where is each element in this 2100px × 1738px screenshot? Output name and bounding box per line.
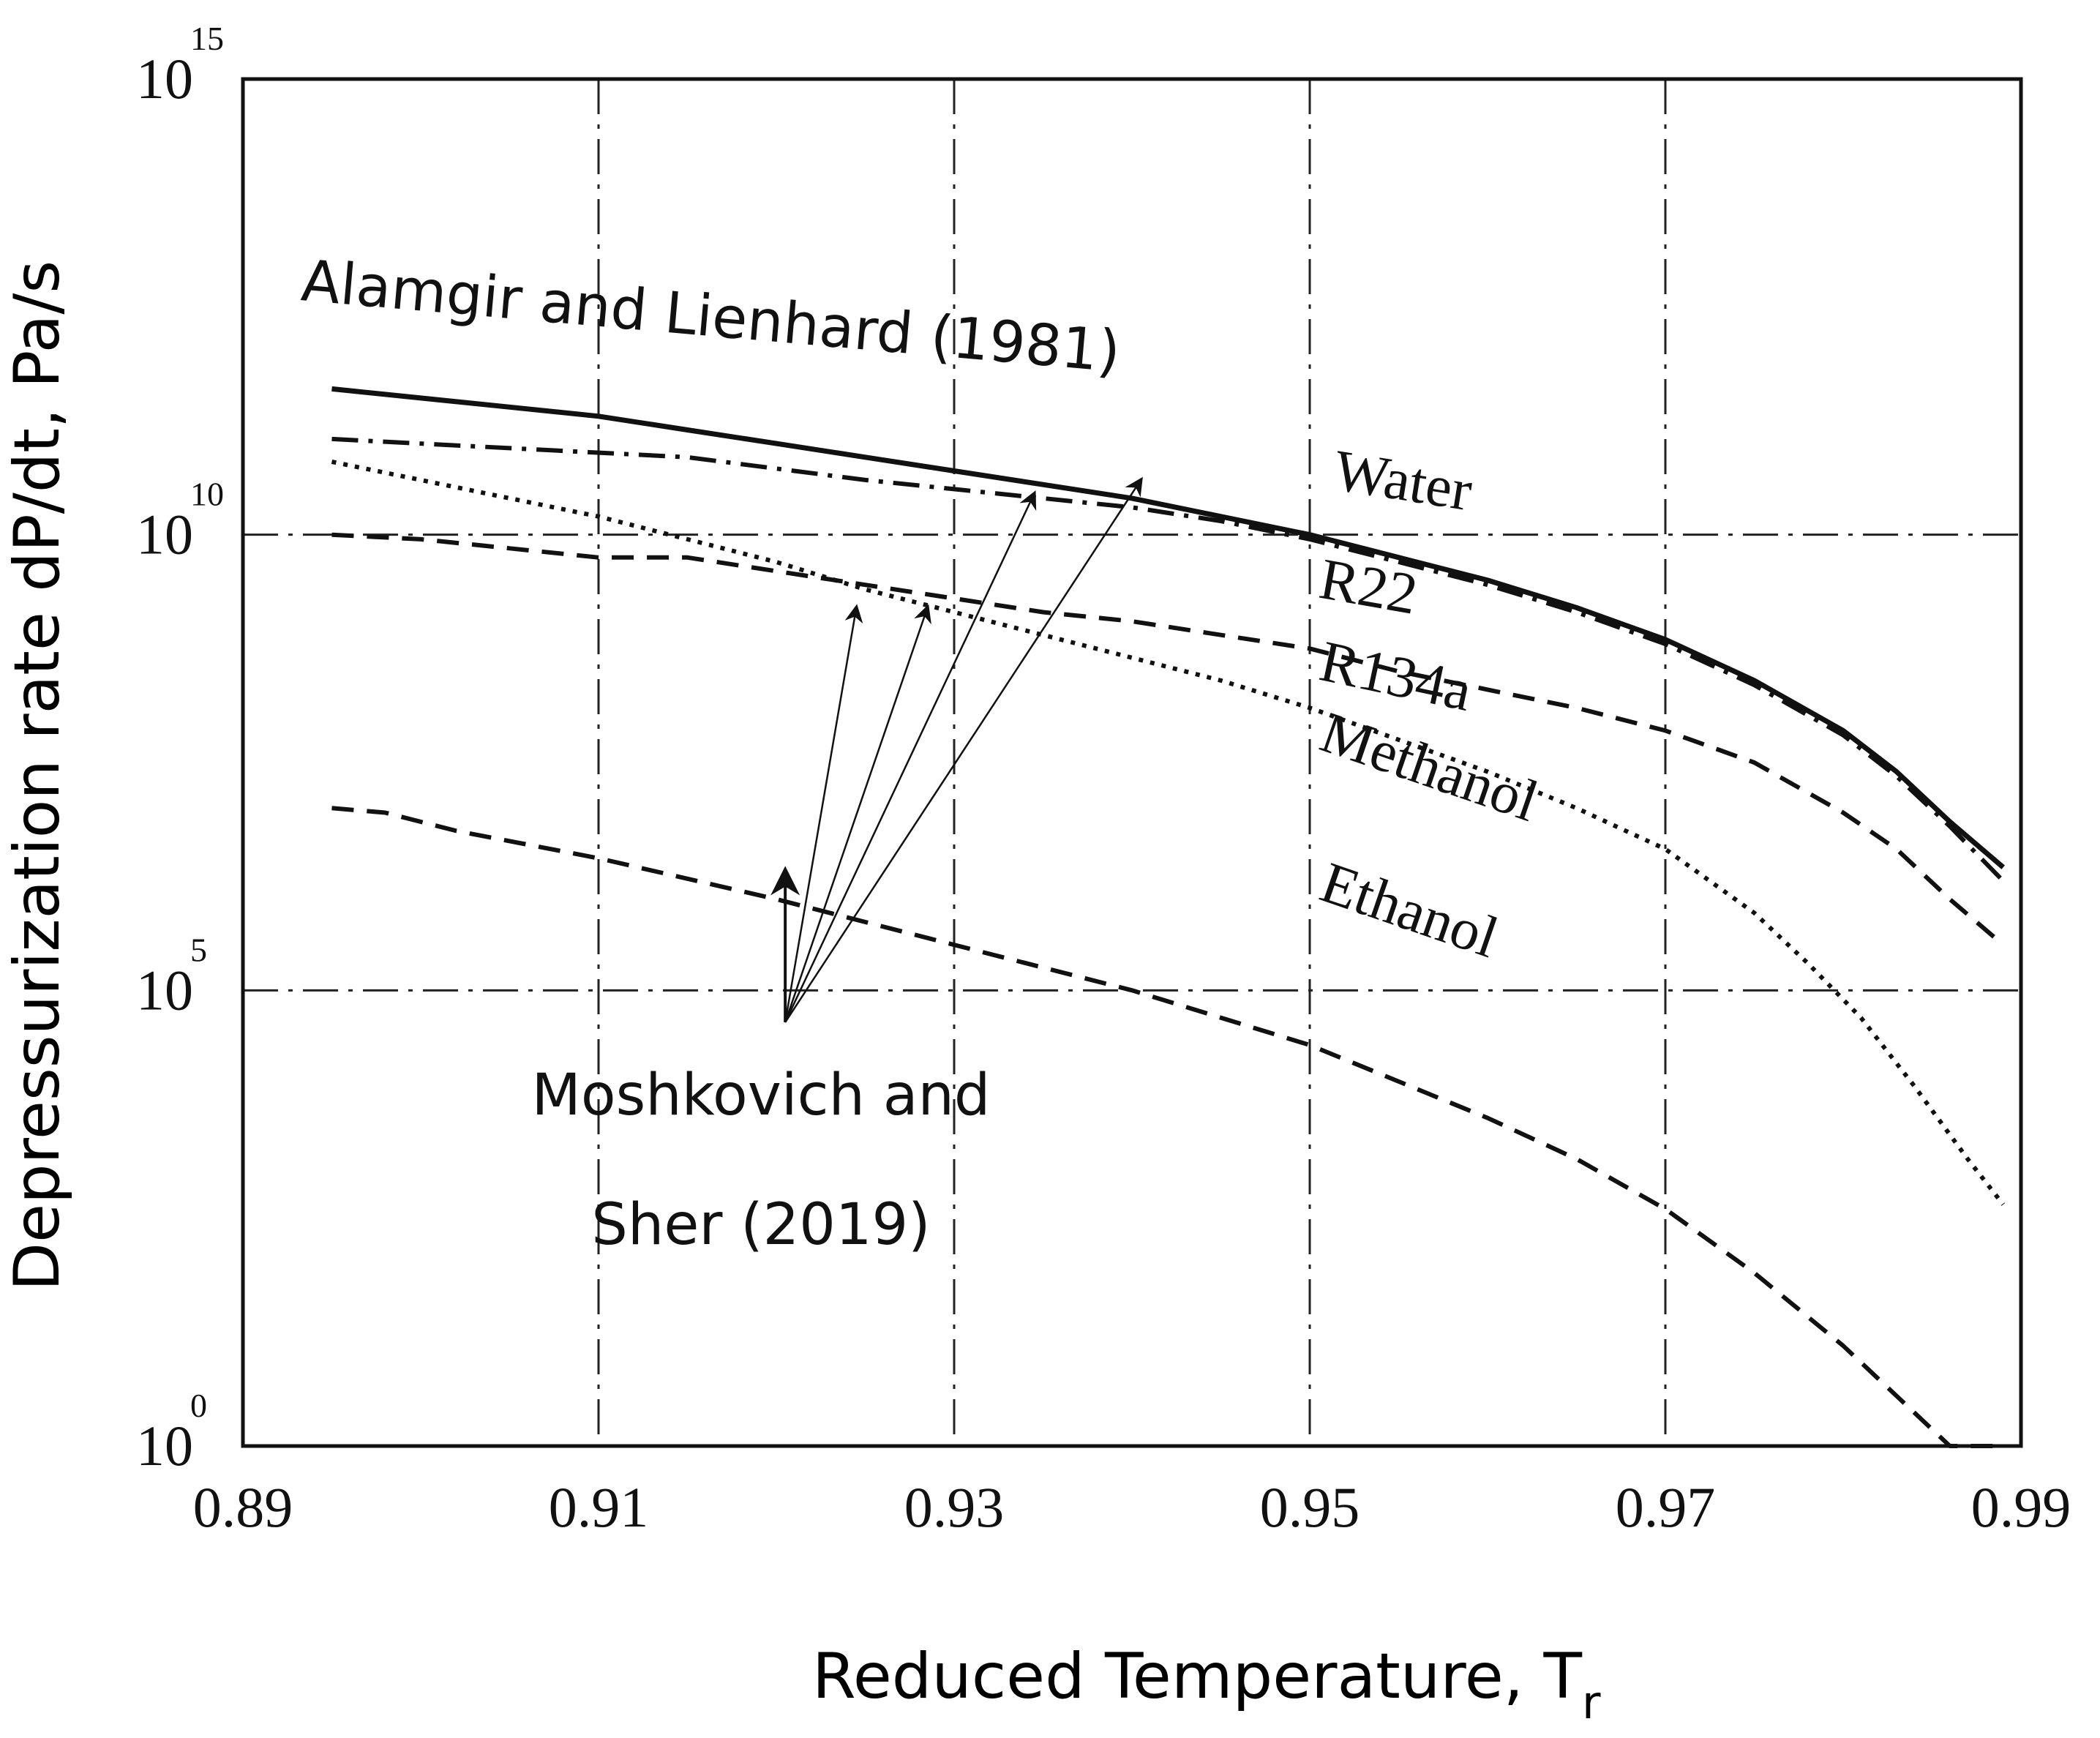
x-tick-label-0.93: 0.93 xyxy=(904,1475,1005,1539)
series-line-water xyxy=(331,386,2005,869)
annotation-arrow-2 xyxy=(784,604,863,1023)
y-tick-exponent-5: 5 xyxy=(190,931,207,968)
annotation-arrows xyxy=(770,476,1143,1023)
y-tick-label-1e0: 10 xyxy=(136,1414,193,1477)
x-tick-label-0.97: 0.97 xyxy=(1616,1475,1716,1539)
x-axis-title-main: Reduced Temperature, T xyxy=(812,1640,1582,1713)
plot-frame xyxy=(241,77,2023,1448)
series-line-r22 xyxy=(331,436,2005,883)
x-tick-label-0.89: 0.89 xyxy=(193,1475,293,1539)
annotation-alamgir-lienhard: Alamgir and Lienhard (1981) xyxy=(299,248,1122,385)
annotation-moshkovich-line2: Sher (2019) xyxy=(591,1192,930,1258)
y-tick-exponent-10: 10 xyxy=(190,476,224,513)
annotation-arrow-3 xyxy=(784,604,931,1023)
y-tick-label-1e15: 10 xyxy=(136,47,193,111)
series-line-ethanol xyxy=(331,806,2003,1448)
y-tick-label-1e10: 10 xyxy=(136,503,193,566)
series-label-water: Water xyxy=(1330,438,1476,523)
annotation-arrow-5 xyxy=(784,476,1143,1023)
x-tick-labels: 0.89 0.91 0.93 0.95 0.97 0.99 xyxy=(193,1475,2071,1539)
x-tick-label-0.95: 0.95 xyxy=(1260,1475,1360,1539)
y-tick-exponent-15: 15 xyxy=(190,20,224,57)
y-tick-exponent-0: 0 xyxy=(190,1387,207,1424)
x-tick-label-0.99: 0.99 xyxy=(1971,1475,2071,1539)
series-label-ethanol: Ethanol xyxy=(1313,850,1506,970)
x-tick-label-0.91: 0.91 xyxy=(549,1475,649,1539)
x-axis-title-subscript: r xyxy=(1582,1676,1601,1729)
series-label-methanol: Methanol xyxy=(1313,700,1546,834)
series-lines xyxy=(331,386,2006,1448)
series-line-r134a xyxy=(331,532,2005,947)
x-axis-title: Reduced Temperature, Tr xyxy=(812,1640,1601,1729)
y-axis-title: Depressurization rate dP/dt, Pa/s xyxy=(1,261,74,1291)
annotation-moshkovich-line1: Moshkovich and xyxy=(532,1063,991,1128)
annotation-arrow-4 xyxy=(784,490,1037,1023)
series-line-methanol xyxy=(331,460,2006,1206)
y-tick-label-1e5: 10 xyxy=(136,958,193,1022)
